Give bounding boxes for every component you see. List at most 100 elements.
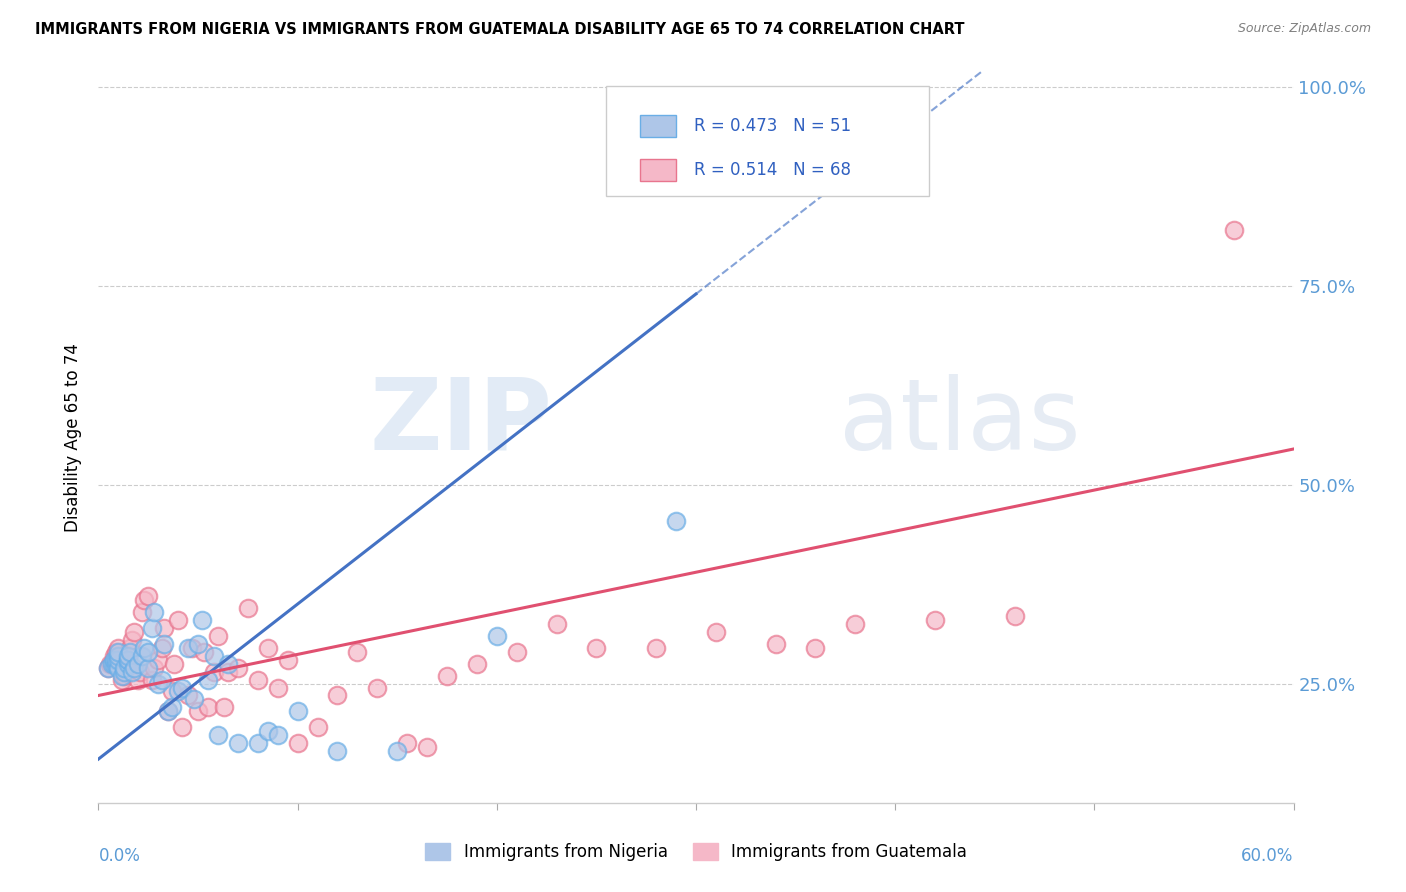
Point xyxy=(585,640,607,655)
Point xyxy=(103,657,125,671)
Point xyxy=(163,657,186,671)
Text: IMMIGRANTS FROM NIGERIA VS IMMIGRANTS FROM GUATEMALA DISABILITY AGE 65 TO 74 COR: IMMIGRANTS FROM NIGERIA VS IMMIGRANTS FR… xyxy=(35,22,965,37)
Point xyxy=(307,720,329,734)
Point xyxy=(131,648,153,663)
Point xyxy=(103,648,125,663)
Point xyxy=(645,640,668,655)
Y-axis label: Disability Age 65 to 74: Disability Age 65 to 74 xyxy=(65,343,83,532)
Point xyxy=(97,660,120,674)
Point xyxy=(197,673,219,687)
Point xyxy=(117,653,139,667)
Point xyxy=(134,640,156,655)
Text: Source: ZipAtlas.com: Source: ZipAtlas.com xyxy=(1237,22,1371,36)
FancyBboxPatch shape xyxy=(640,115,676,137)
Point xyxy=(141,621,163,635)
Point xyxy=(121,632,143,647)
Point xyxy=(107,653,129,667)
Point xyxy=(117,660,139,674)
Point xyxy=(202,665,225,679)
Point xyxy=(765,637,787,651)
Point xyxy=(217,665,239,679)
Point xyxy=(143,605,166,619)
Point xyxy=(160,684,183,698)
Point xyxy=(98,657,122,671)
Point xyxy=(112,665,135,679)
Point xyxy=(193,645,215,659)
Point xyxy=(111,673,134,687)
Point xyxy=(704,624,727,639)
Point xyxy=(924,613,946,627)
Point xyxy=(157,705,180,719)
Point xyxy=(1004,609,1026,624)
Point xyxy=(143,660,166,674)
Point xyxy=(105,657,128,671)
Point xyxy=(396,736,419,750)
Point xyxy=(326,744,349,758)
Point xyxy=(107,648,129,663)
Point xyxy=(160,700,183,714)
Point xyxy=(112,660,135,674)
Point xyxy=(120,640,142,655)
Point xyxy=(187,637,209,651)
Point xyxy=(150,673,173,687)
Point xyxy=(134,593,156,607)
Point xyxy=(167,613,190,627)
Point xyxy=(112,668,135,682)
Point xyxy=(101,657,124,671)
Point xyxy=(115,665,138,679)
Point xyxy=(465,657,488,671)
Point xyxy=(131,605,153,619)
Point xyxy=(141,673,163,687)
Point xyxy=(101,657,124,671)
Point xyxy=(346,645,368,659)
Point xyxy=(181,640,204,655)
Point xyxy=(117,653,139,667)
Point xyxy=(212,700,235,714)
Point xyxy=(124,624,146,639)
Point xyxy=(127,673,149,687)
Point xyxy=(665,514,688,528)
Point xyxy=(157,705,180,719)
Point xyxy=(153,637,176,651)
Point xyxy=(277,653,299,667)
Point xyxy=(117,648,139,663)
Point xyxy=(111,668,134,682)
Point xyxy=(187,705,209,719)
FancyBboxPatch shape xyxy=(606,86,929,195)
Point xyxy=(436,668,458,682)
Point xyxy=(217,657,239,671)
Point xyxy=(103,653,125,667)
Text: R = 0.514   N = 68: R = 0.514 N = 68 xyxy=(693,161,851,179)
Point xyxy=(127,657,149,671)
Point xyxy=(246,673,269,687)
Point xyxy=(287,705,309,719)
Point xyxy=(546,616,568,631)
Point xyxy=(120,645,142,659)
Point xyxy=(107,645,129,659)
Point xyxy=(506,645,529,659)
Point xyxy=(197,700,219,714)
Point xyxy=(485,629,508,643)
Point xyxy=(256,640,278,655)
Text: 60.0%: 60.0% xyxy=(1241,847,1294,864)
Point xyxy=(136,589,159,603)
Point xyxy=(172,720,194,734)
Point xyxy=(207,728,229,742)
Point xyxy=(1223,223,1246,237)
Point xyxy=(844,616,866,631)
Point xyxy=(105,648,128,663)
Point xyxy=(236,601,259,615)
Point xyxy=(246,736,269,750)
Point xyxy=(267,728,290,742)
Point xyxy=(107,653,129,667)
Point xyxy=(107,640,129,655)
Point xyxy=(150,640,173,655)
Point xyxy=(385,744,409,758)
Text: R = 0.473   N = 51: R = 0.473 N = 51 xyxy=(693,117,851,136)
Point xyxy=(207,629,229,643)
Point xyxy=(148,653,170,667)
Point xyxy=(124,660,146,674)
Text: atlas: atlas xyxy=(839,374,1081,471)
Point xyxy=(105,645,128,659)
Point xyxy=(256,724,278,739)
